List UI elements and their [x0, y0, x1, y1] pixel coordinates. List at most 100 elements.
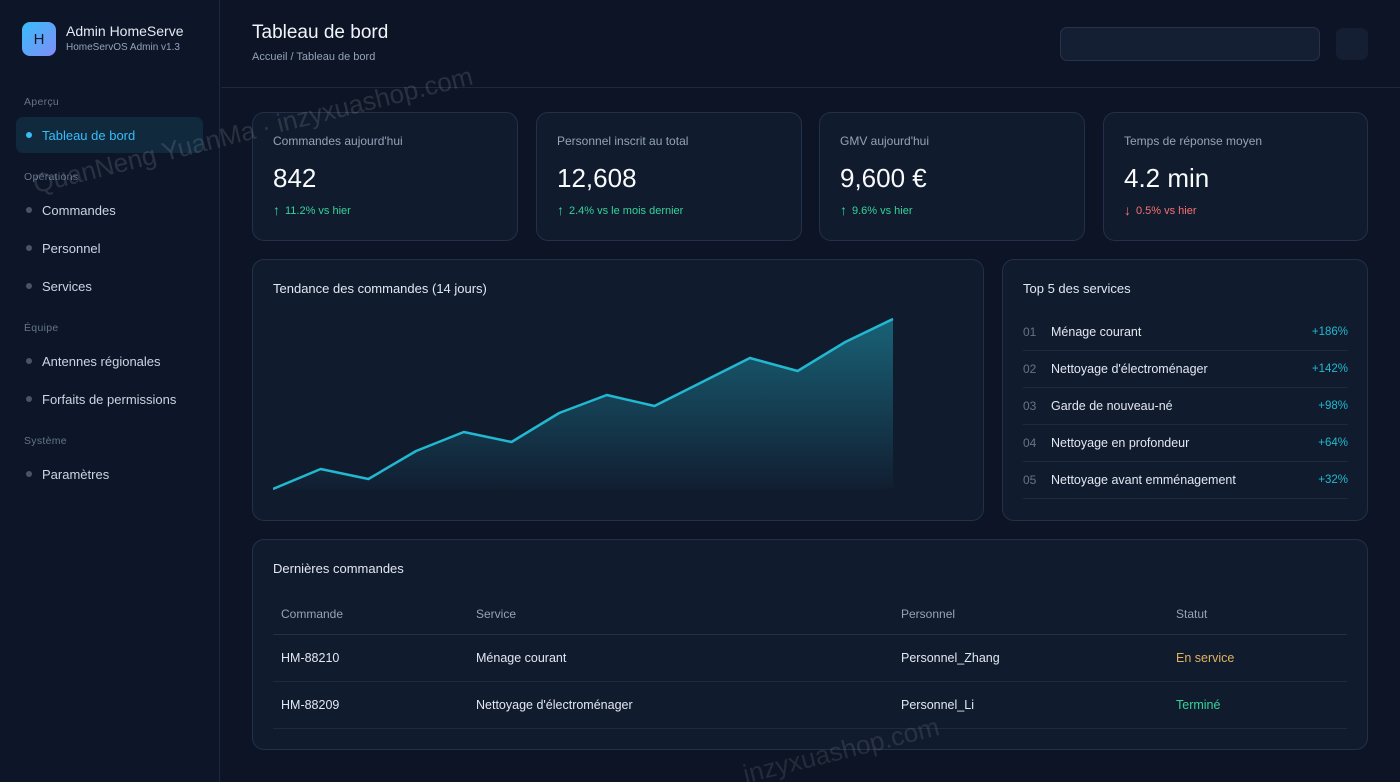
sidebar-item-permission-plans[interactable]: Forfaits de permissions: [16, 381, 203, 417]
rank: 01: [1023, 325, 1037, 339]
column-header: Statut: [1176, 607, 1208, 621]
service-name: Nettoyage en profondeur: [1051, 436, 1190, 450]
search-input[interactable]: [1060, 27, 1320, 61]
kpi-delta-text: 0.5% vs hier: [1136, 205, 1197, 217]
top-services-card: Top 5 des services 01 Ménage courant +18…: [1002, 259, 1368, 521]
sidebar-item-label: Personnel: [42, 240, 101, 256]
kpi-label: Commandes aujourd'hui: [273, 134, 403, 148]
kpi-label: GMV aujourd'hui: [840, 134, 930, 148]
column-header: Personnel: [901, 607, 956, 621]
chart-series-line: [273, 317, 894, 491]
order-id: HM-88210: [281, 651, 340, 665]
arrow-up-icon: ↑: [840, 202, 847, 218]
brand-logo: H: [22, 22, 56, 56]
column-header: Service: [476, 607, 517, 621]
growth: +142%: [1311, 363, 1348, 375]
service-name: Garde de nouveau-né: [1051, 399, 1173, 413]
nav-dot-icon: [26, 358, 32, 364]
latest-orders-card: Dernières commandes Commande Service Per…: [252, 539, 1368, 750]
sidebar: H Admin HomeServe HomeServOS Admin v1.3 …: [0, 0, 220, 782]
sidebar-item-label: Commandes: [42, 202, 116, 218]
kpi-delta-text: 11.2% vs hier: [285, 205, 351, 217]
kpi-delta-text: 9.6% vs hier: [852, 205, 913, 217]
section-label-overview: Aperçu: [24, 96, 60, 108]
top-services-list: 01 Ménage courant +186% 02 Nettoyage d'é…: [1023, 314, 1348, 499]
rank: 02: [1023, 362, 1037, 376]
orders-table: Commande Service Personnel Statut HM-882…: [273, 594, 1347, 729]
sidebar-item-label: Forfaits de permissions: [42, 391, 177, 407]
status-badge: Terminé: [1176, 698, 1221, 712]
kpi-card-total-staff: Personnel inscrit au total 12,608 ↑ 2.4%…: [536, 112, 802, 241]
kpi-delta: ↓ 0.5% vs hier: [1124, 202, 1197, 219]
rank: 03: [1023, 399, 1037, 413]
table-row[interactable]: HM-88209 Nettoyage d'électroménager Pers…: [273, 682, 1347, 729]
kpi-card-avg-response-time: Temps de réponse moyen 4.2 min ↓ 0.5% vs…: [1103, 112, 1368, 241]
brand-text: Admin HomeServe HomeServOS Admin v1.3: [66, 23, 184, 55]
nav-dot-icon: [26, 207, 32, 213]
sidebar-item-orders[interactable]: Commandes: [16, 192, 203, 228]
sidebar-item-label: Services: [42, 278, 92, 294]
kpi-card-orders-today: Commandes aujourd'hui 842 ↑ 11.2% vs hie…: [252, 112, 518, 241]
sidebar-item-dashboard[interactable]: Tableau de bord: [16, 117, 203, 153]
kpi-value: 4.2 min: [1124, 163, 1210, 193]
brand-subtitle: HomeServOS Admin v1.3: [66, 42, 180, 53]
nav-dot-icon: [26, 471, 32, 477]
list-item[interactable]: 03 Garde de nouveau-né +98%: [1023, 388, 1348, 425]
growth: +98%: [1318, 400, 1348, 412]
rank: 04: [1023, 436, 1037, 450]
breadcrumb: Accueil / Tableau de bord: [252, 51, 376, 63]
list-item[interactable]: 05 Nettoyage avant emménagement +32%: [1023, 462, 1348, 499]
sidebar-item-label: Tableau de bord: [42, 127, 136, 143]
nav-dot-icon: [26, 245, 32, 251]
section-label-operations: Opérations: [24, 171, 79, 183]
kpi-delta-text: 2.4% vs le mois dernier: [569, 205, 684, 217]
card-title: Top 5 des services: [1023, 281, 1131, 296]
sidebar-item-regional-branches[interactable]: Antennes régionales: [16, 343, 203, 379]
sidebar-item-settings[interactable]: Paramètres: [16, 456, 203, 492]
kpi-card-gmv-today: GMV aujourd'hui 9,600 € ↑ 9.6% vs hier: [819, 112, 1085, 241]
order-staff: Personnel_Li: [901, 698, 974, 712]
page-title: Tableau de bord: [252, 22, 389, 43]
kpi-value: 842: [273, 163, 317, 193]
column-header: Commande: [281, 607, 344, 621]
order-service: Nettoyage d'électroménager: [476, 698, 633, 712]
arrow-up-icon: ↑: [557, 202, 564, 218]
nav-dot-icon: [26, 132, 32, 138]
arrow-down-icon: ↓: [1124, 202, 1131, 218]
header-icon-button[interactable]: [1336, 28, 1368, 60]
order-staff: Personnel_Zhang: [901, 651, 1000, 665]
sidebar-item-label: Paramètres: [42, 466, 110, 482]
growth: +64%: [1318, 437, 1348, 449]
kpi-label: Temps de réponse moyen: [1124, 134, 1263, 148]
kpi-delta: ↑ 9.6% vs hier: [840, 202, 913, 219]
list-item[interactable]: 01 Ménage courant +186%: [1023, 314, 1348, 351]
list-item[interactable]: 02 Nettoyage d'électroménager +142%: [1023, 351, 1348, 388]
kpi-delta: ↑ 11.2% vs hier: [273, 202, 351, 219]
rank: 05: [1023, 473, 1037, 487]
order-trend-card: Tendance des commandes (14 jours): [252, 259, 984, 521]
service-name: Nettoyage d'électroménager: [1051, 362, 1208, 376]
kpi-label: Personnel inscrit au total: [557, 134, 689, 148]
section-label-system: Système: [24, 435, 67, 447]
table-row[interactable]: HM-88210 Ménage courant Personnel_Zhang …: [273, 635, 1347, 682]
card-title: Dernières commandes: [273, 561, 404, 576]
growth: +32%: [1318, 474, 1348, 486]
order-id: HM-88209: [281, 698, 340, 712]
sidebar-item-staff[interactable]: Personnel: [16, 230, 203, 266]
section-label-team: Équipe: [24, 322, 59, 334]
list-item[interactable]: 04 Nettoyage en profondeur +64%: [1023, 425, 1348, 462]
sidebar-item-services[interactable]: Services: [16, 268, 203, 304]
order-trend-chart: [273, 317, 894, 491]
service-name: Nettoyage avant emménagement: [1051, 473, 1236, 487]
kpi-delta: ↑ 2.4% vs le mois dernier: [557, 202, 684, 219]
nav-dot-icon: [26, 283, 32, 289]
nav-dot-icon: [26, 396, 32, 402]
brand[interactable]: H Admin HomeServe HomeServOS Admin v1.3: [22, 22, 184, 56]
order-service: Ménage courant: [476, 651, 567, 665]
card-title: Tendance des commandes (14 jours): [273, 281, 487, 296]
top-header: Tableau de bord Accueil / Tableau de bor…: [221, 0, 1400, 88]
kpi-value: 12,608: [557, 163, 637, 193]
arrow-up-icon: ↑: [273, 202, 280, 218]
sidebar-item-label: Antennes régionales: [42, 353, 161, 369]
kpi-value: 9,600 €: [840, 163, 927, 193]
